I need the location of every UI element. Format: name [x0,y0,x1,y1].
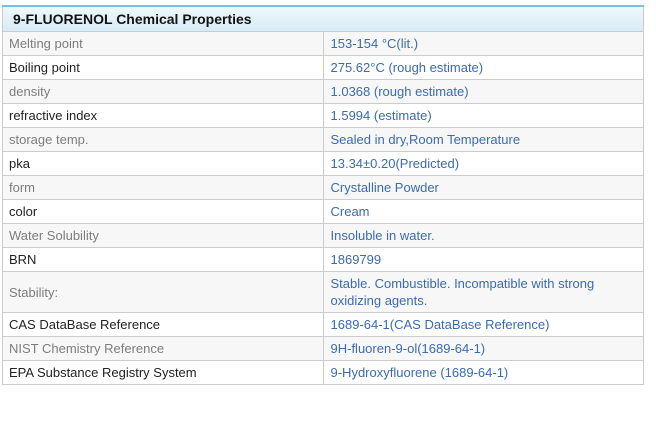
property-value-link[interactable]: 1689-64-1(CAS DataBase Reference) [330,317,550,332]
property-value-cell: Cream [322,199,644,224]
property-label: EPA Substance Registry System [2,360,324,385]
property-label: pka [2,151,324,176]
property-value-link[interactable]: 1.5994 (estimate) [330,108,432,123]
table-row: Stability: Stable. Combustible. Incompat… [2,271,644,313]
property-label: Stability: [2,271,324,313]
table-title: 9-FLUORENOL Chemical Properties [2,5,644,32]
property-value-cell: 275.62°C (rough estimate) [322,55,644,80]
property-value-link[interactable]: Sealed in dry,Room Temperature [330,132,521,147]
property-value-link[interactable]: 153-154 °C(lit.) [330,36,419,51]
property-value-link[interactable]: 1.0368 (rough estimate) [330,84,469,99]
table-row: Melting point 153-154 °C(lit.) [2,31,644,56]
property-value-cell: 9H-fluoren-9-ol(1689-64-1) [322,336,644,361]
property-value-link[interactable]: 1869799 [330,252,382,267]
table-row: BRN 1869799 [2,247,644,272]
property-label: Melting point [2,31,324,56]
property-value-cell: 9-Hydroxyfluorene (1689-64-1) [322,360,644,385]
property-value-link[interactable]: Stable. Combustible. Incompatible with s… [330,276,595,308]
property-value-link[interactable]: Insoluble in water. [330,228,435,243]
property-value-cell: 1.0368 (rough estimate) [322,79,644,104]
table-header: 9-FLUORENOL Chemical Properties [2,5,644,32]
property-value-cell: Crystalline Powder [322,175,644,200]
table-row: refractive index 1.5994 (estimate) [2,103,644,128]
property-label: NIST Chemistry Reference [2,336,324,361]
property-value-link[interactable]: 9-Hydroxyfluorene (1689-64-1) [330,365,509,380]
property-value-link[interactable]: 9H-fluoren-9-ol(1689-64-1) [330,341,486,356]
property-value-cell: 1.5994 (estimate) [322,103,644,128]
table-body: Melting point 153-154 °C(lit.) Boiling p… [2,31,644,385]
property-label: BRN [2,247,324,272]
property-label: CAS DataBase Reference [2,312,324,337]
table-row: EPA Substance Registry System 9-Hydroxyf… [2,360,644,385]
chemical-properties-panel: 9-FLUORENOL Chemical Properties Melting … [2,5,644,385]
property-label: Boiling point [2,55,324,80]
property-label: density [2,79,324,104]
property-label: storage temp. [2,127,324,152]
table-row: Water Solubility Insoluble in water. [2,223,644,248]
property-value-cell: 153-154 °C(lit.) [322,31,644,56]
property-value-cell: 1689-64-1(CAS DataBase Reference) [322,312,644,337]
table-row: pka 13.34±0.20(Predicted) [2,151,644,176]
table-row: Boiling point 275.62°C (rough estimate) [2,55,644,80]
property-value-cell: Insoluble in water. [322,223,644,248]
property-label: refractive index [2,103,324,128]
property-label: color [2,199,324,224]
property-value-link[interactable]: 275.62°C (rough estimate) [330,60,484,75]
property-label: form [2,175,324,200]
table-row: form Crystalline Powder [2,175,644,200]
property-value-cell: Sealed in dry,Room Temperature [322,127,644,152]
property-value-link[interactable]: Crystalline Powder [330,180,439,195]
table-row: storage temp. Sealed in dry,Room Tempera… [2,127,644,152]
title-row: 9-FLUORENOL Chemical Properties [2,5,644,32]
table-row: NIST Chemistry Reference 9H-fluoren-9-ol… [2,336,644,361]
property-value-link[interactable]: 13.34±0.20(Predicted) [330,156,460,171]
table-row: color Cream [2,199,644,224]
property-label: Water Solubility [2,223,324,248]
table-row: density 1.0368 (rough estimate) [2,79,644,104]
property-value-cell: 13.34±0.20(Predicted) [322,151,644,176]
property-value-cell: Stable. Combustible. Incompatible with s… [322,271,644,313]
chemical-properties-table: 9-FLUORENOL Chemical Properties Melting … [2,5,644,385]
table-row: CAS DataBase Reference 1689-64-1(CAS Dat… [2,312,644,337]
property-value-link[interactable]: Cream [330,204,370,219]
property-value-cell: 1869799 [322,247,644,272]
